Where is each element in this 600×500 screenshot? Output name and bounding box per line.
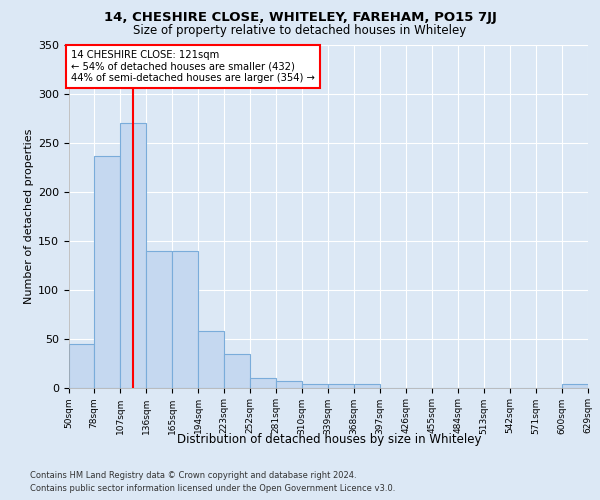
Bar <box>69 344 94 388</box>
Bar <box>276 380 302 388</box>
Text: Distribution of detached houses by size in Whiteley: Distribution of detached houses by size … <box>176 432 481 446</box>
Text: Size of property relative to detached houses in Whiteley: Size of property relative to detached ho… <box>133 24 467 37</box>
Bar <box>250 378 276 388</box>
Text: 14, CHESHIRE CLOSE, WHITELEY, FAREHAM, PO15 7JJ: 14, CHESHIRE CLOSE, WHITELEY, FAREHAM, P… <box>104 11 496 24</box>
Bar <box>120 124 146 388</box>
Text: 14 CHESHIRE CLOSE: 121sqm
← 54% of detached houses are smaller (432)
44% of semi: 14 CHESHIRE CLOSE: 121sqm ← 54% of detac… <box>71 50 314 83</box>
Bar <box>94 156 120 388</box>
Bar <box>354 384 380 388</box>
Text: Contains HM Land Registry data © Crown copyright and database right 2024.: Contains HM Land Registry data © Crown c… <box>30 471 356 480</box>
Bar <box>172 250 198 388</box>
Bar <box>224 354 250 388</box>
Bar <box>328 384 354 388</box>
Bar <box>198 330 224 388</box>
Bar <box>146 250 172 388</box>
Text: Contains public sector information licensed under the Open Government Licence v3: Contains public sector information licen… <box>30 484 395 493</box>
Bar <box>562 384 588 388</box>
Bar <box>302 384 328 388</box>
Y-axis label: Number of detached properties: Number of detached properties <box>24 128 34 304</box>
